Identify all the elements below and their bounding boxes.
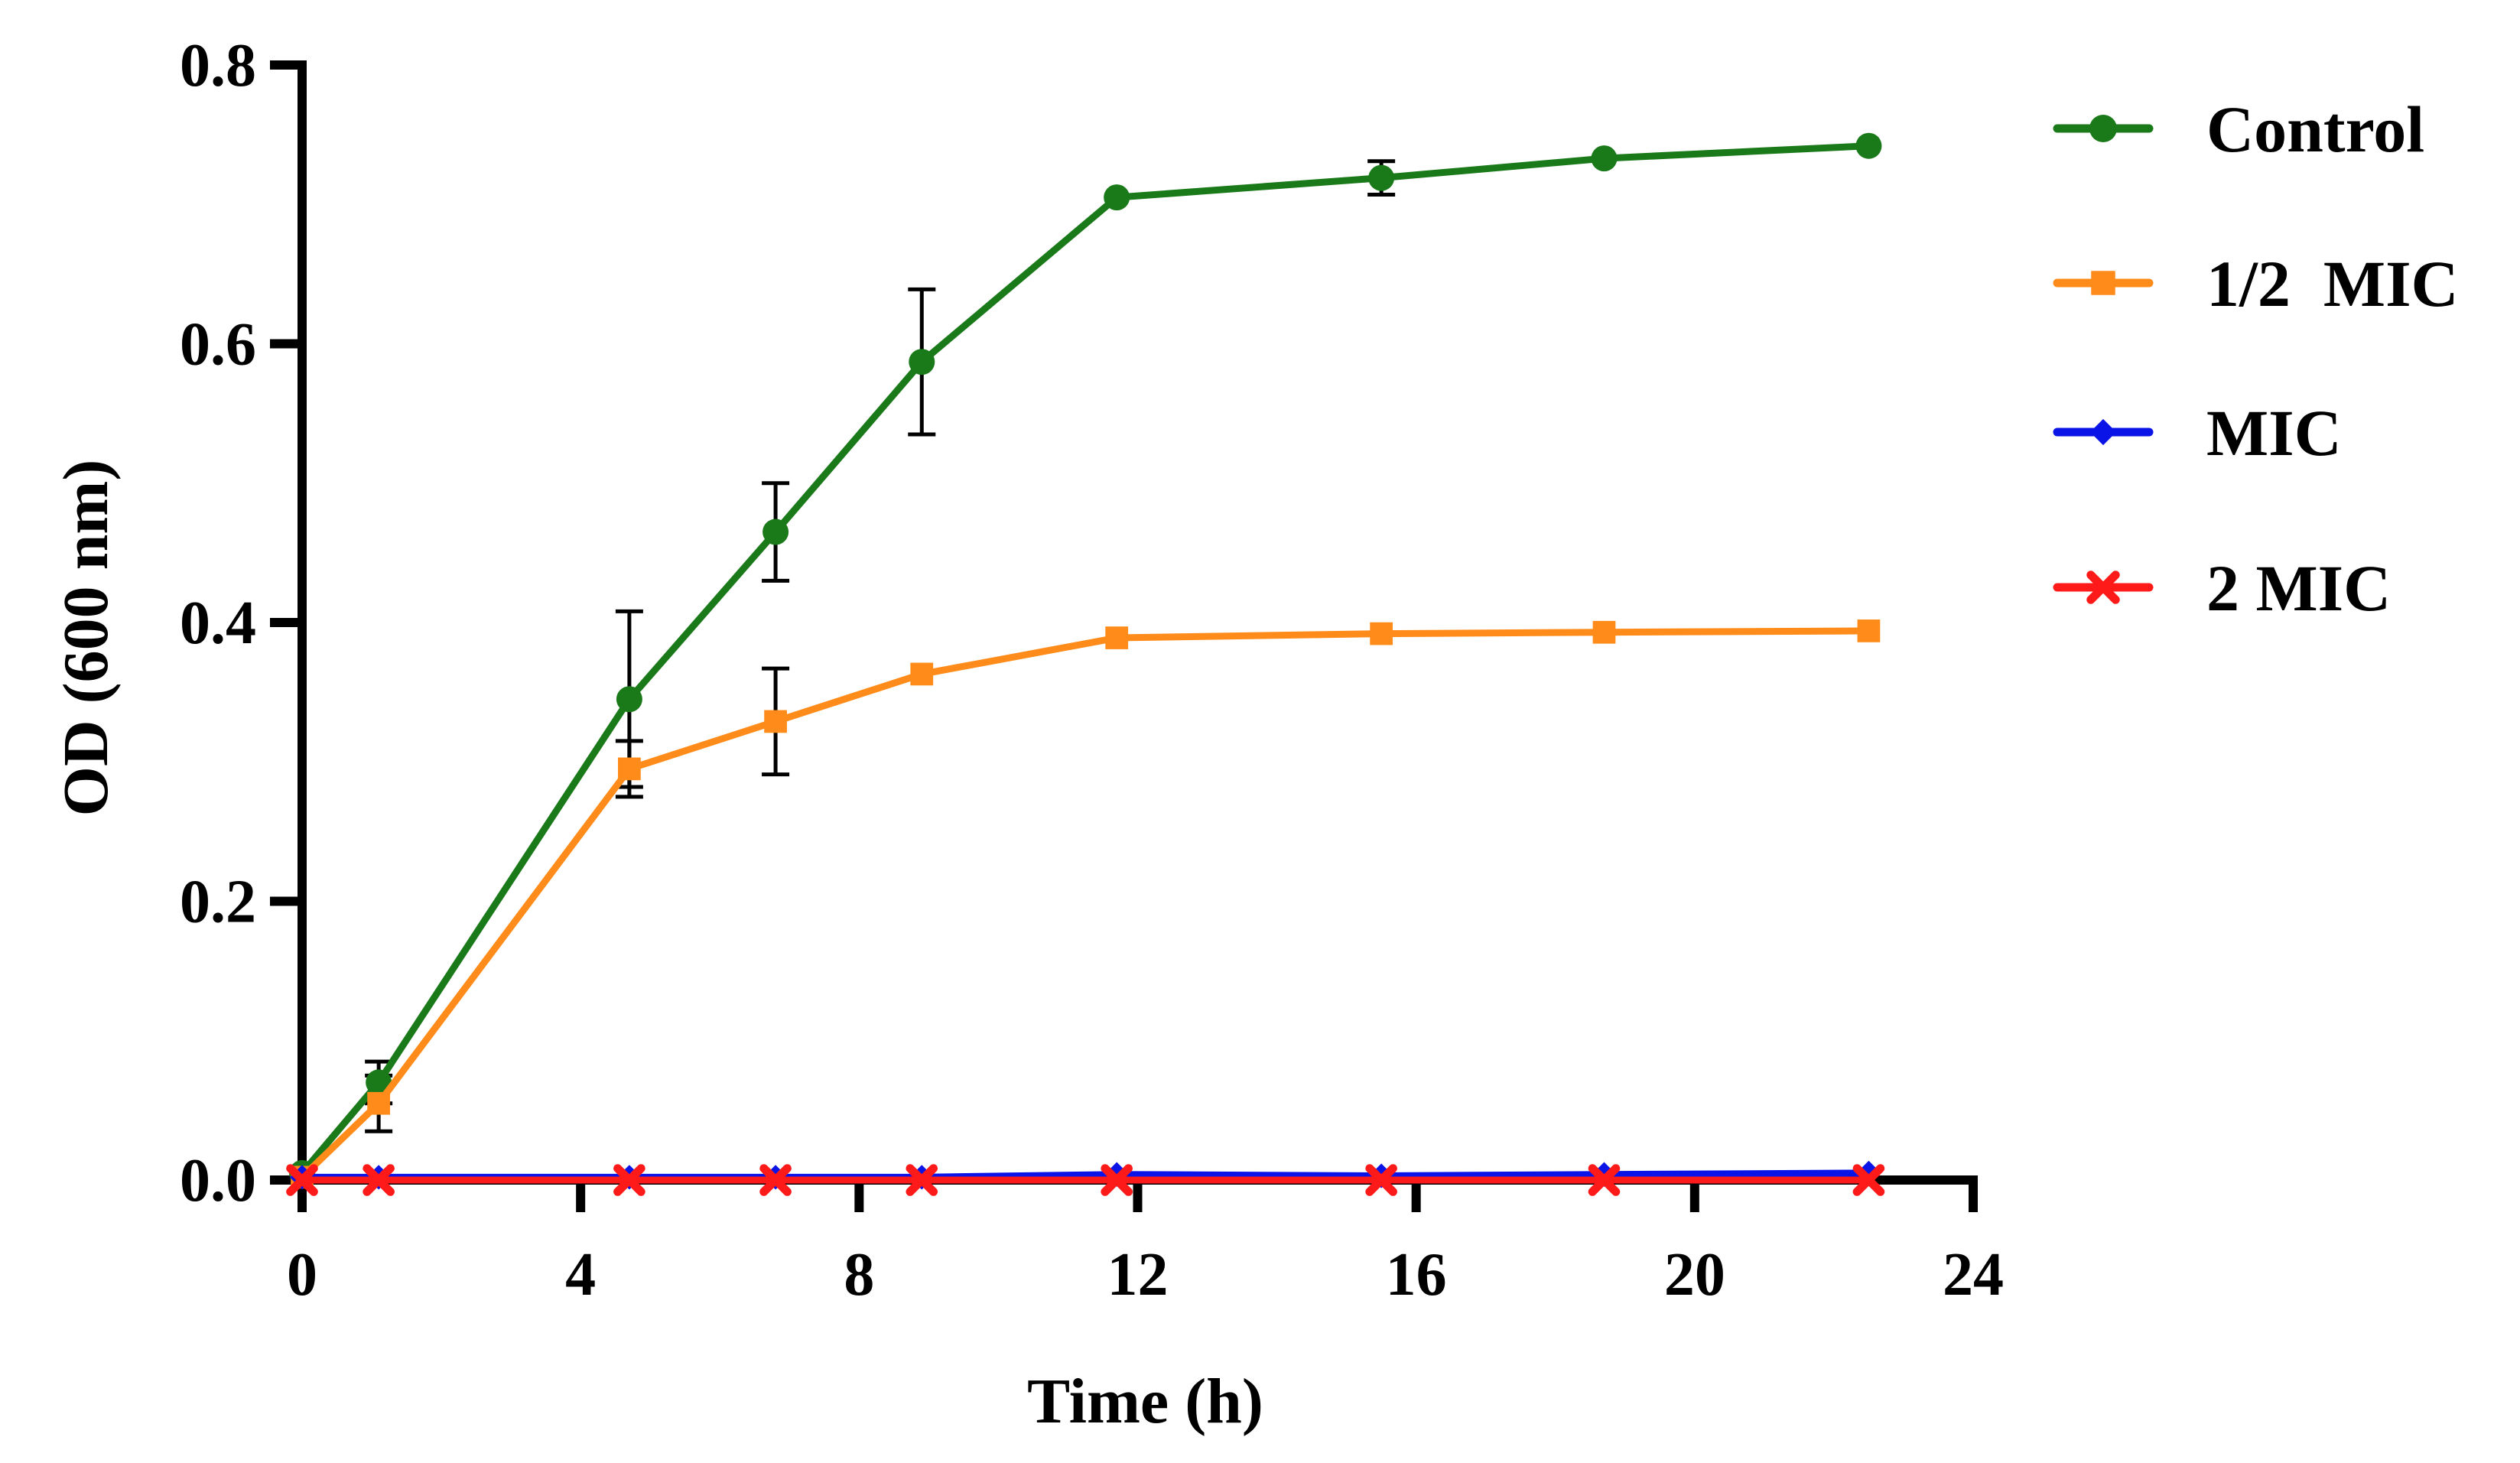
y-tick-label: 0.6 [180,311,256,379]
legend-item-2-mic: 2 MIC [2053,551,2391,625]
x-tick-label: 24 [1943,1241,2004,1309]
legend-item-mic: MIC [2053,396,2342,470]
data-point-1-2-mic [618,757,641,781]
series-mic [289,1160,1881,1190]
axes: 0.0 0.2 0.4 0.6 0.8 0 4 8 12 16 20 24 Time (h) OD (60… [50,32,2004,1437]
data-point-control [1368,164,1395,191]
data-point-2-mic [286,1164,318,1196]
legend-label: 2 MIC [2206,551,2391,625]
legend-label: 1/2 MIC [2206,247,2459,320]
legend-marker-stroke [2086,571,2120,604]
x-tick-label: 0 [287,1241,317,1309]
data-point-2-mic [906,1164,938,1196]
x-tick-label: 4 [565,1241,596,1309]
data-point-1-2-mic [1105,626,1129,649]
data-point-2-mic-stroke [906,1164,938,1196]
data-point-2-mic [1852,1164,1885,1196]
series-group [286,132,1885,1196]
y-tick-label: 0.8 [180,32,256,99]
data-point-2-mic-stroke [759,1164,792,1196]
legend-label: MIC [2206,396,2342,470]
x-tick-label: 16 [1386,1241,1447,1309]
data-point-1-2-mic [910,662,934,686]
series-line-1-2-mic [298,627,1872,1181]
legend-marker [2089,418,2117,446]
data-point-control [909,349,935,376]
x-tick-label: 8 [844,1241,874,1309]
y-tick-label: 0.2 [180,869,256,936]
data-point-1-2-mic [1857,619,1881,642]
series-1-2-mic [291,619,1881,1189]
data-point-2-mic-stroke [1101,1164,1133,1196]
legend-item-control: Control [2053,93,2424,166]
data-point-1-2-mic [764,710,787,733]
y-axis-title: OD (600 nm) [50,460,122,817]
data-point-2-mic [1101,1164,1133,1196]
data-point-2-mic [1588,1164,1621,1196]
x-tick-label: 20 [1664,1241,1725,1309]
legend: Control 1/2 MIC MIC 2 MIC [2053,93,2459,625]
data-point-2-mic-stroke [613,1164,645,1196]
data-point-1-2-mic [367,1091,391,1115]
x-tick-label: 12 [1107,1241,1169,1309]
series-line-control [298,142,1872,1177]
data-point-2-mic [759,1164,792,1196]
legend-marker [2091,271,2115,295]
data-point-2-mic-stroke [1365,1164,1397,1196]
legend-marker [2089,115,2117,142]
data-point-control [1591,145,1618,172]
y-tick-label: 0.0 [180,1147,256,1214]
series-2-mic [286,1164,1885,1196]
y-tick-label: 0.4 [180,590,256,657]
data-point-2-mic-stroke [286,1164,318,1196]
legend-marker [2086,571,2120,604]
data-point-2-mic [613,1164,645,1196]
data-point-mic [1856,1160,1881,1186]
data-point-1-2-mic [1370,622,1393,645]
data-point-2-mic-stroke [1852,1164,1885,1196]
data-point-control [1855,132,1882,159]
error-bars [365,159,1396,1133]
data-point-control [763,519,789,545]
data-point-2-mic [363,1164,395,1196]
series-control [289,132,1882,1186]
data-point-control [616,686,642,713]
data-point-2-mic [1365,1164,1397,1196]
legend-item-1-2-mic: 1/2 MIC [2053,247,2459,320]
data-point-1-2-mic [1592,620,1616,644]
legend-label: Control [2206,93,2424,166]
data-point-2-mic-stroke [1588,1164,1621,1196]
data-point-control [1104,184,1130,211]
x-axis-title: Time (h) [1027,1366,1263,1437]
data-point-2-mic-stroke [363,1164,395,1196]
